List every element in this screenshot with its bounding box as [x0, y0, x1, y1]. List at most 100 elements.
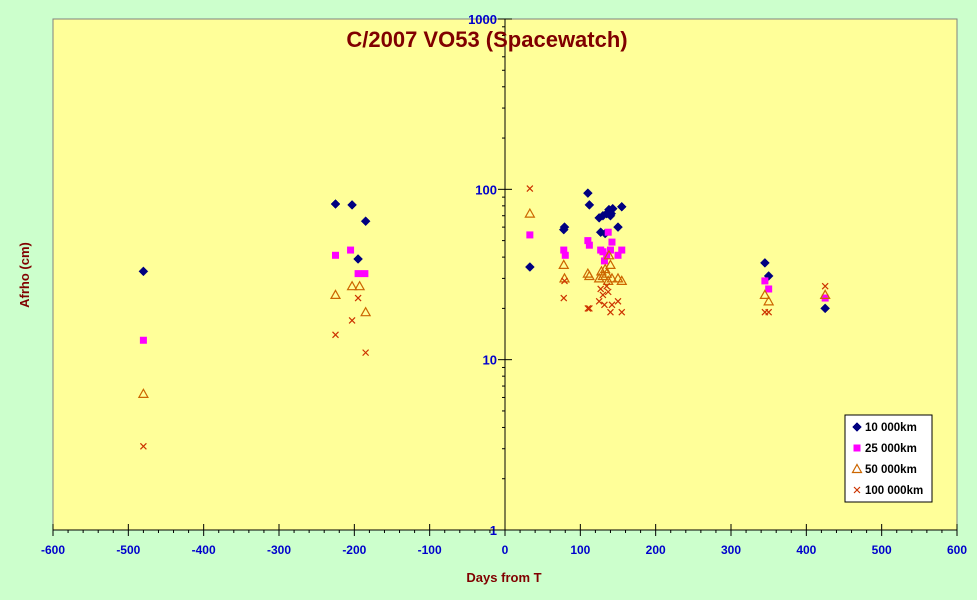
x-tick-label: 200 [646, 543, 666, 557]
legend-marker [852, 422, 862, 432]
diamond-point [330, 199, 341, 209]
x-tick-label: 0 [502, 543, 509, 557]
square-point [618, 246, 626, 254]
x-point [601, 301, 608, 309]
x-tick-label: 300 [721, 543, 741, 557]
x-point [607, 308, 614, 316]
triangle-point [606, 272, 618, 283]
x-tick-label: -600 [41, 543, 65, 557]
x-point [139, 442, 147, 450]
square-point [560, 246, 568, 254]
triangle-point [597, 270, 609, 281]
x-point [599, 291, 607, 299]
y-tick-label: 100 [475, 182, 497, 197]
x-tick-label: -200 [342, 543, 366, 557]
x-point [608, 301, 616, 309]
x-point [561, 277, 568, 285]
legend-entry-label: 10 000km [865, 422, 917, 434]
triangle-point [819, 289, 831, 300]
diamond-point [559, 222, 570, 232]
y-tick-label: 1000 [468, 12, 497, 27]
x-point [595, 297, 603, 305]
data-points [137, 185, 831, 450]
legend-marker [851, 463, 863, 474]
square-point [604, 228, 612, 236]
triangle-point [329, 289, 342, 300]
square-point [765, 285, 773, 293]
diamond-point [607, 203, 618, 214]
x-point [603, 282, 611, 290]
triangle-point [524, 207, 536, 218]
x-point [618, 308, 626, 316]
x-tick-label: -400 [192, 543, 216, 557]
diamond-point [616, 201, 627, 212]
square-point [608, 238, 616, 246]
square-point [585, 241, 593, 249]
legend-entry-label: 100 000km [865, 485, 923, 497]
triangle-point [583, 270, 595, 281]
x-point [585, 304, 593, 312]
x-point [604, 288, 612, 296]
diamond-point [353, 254, 363, 264]
triangle-point [346, 280, 358, 291]
square-point [361, 270, 369, 278]
x-point [348, 316, 356, 324]
chart-title: C/2007 VO53 (Spacewatch) [346, 27, 627, 52]
x-tick-label: 600 [947, 543, 967, 557]
series-100-000km [139, 185, 829, 450]
legend-marker [853, 444, 861, 452]
triangle-point [603, 249, 615, 260]
legend-marker [853, 486, 861, 494]
triangle-point [759, 289, 771, 300]
diamond-point [347, 200, 357, 210]
square-point [347, 246, 355, 254]
x-tick-label: -300 [267, 543, 291, 557]
diamond-point [360, 216, 371, 227]
series-10-000km [138, 188, 831, 314]
diamond-point [583, 188, 593, 198]
x-point [526, 185, 534, 193]
square-point [561, 251, 569, 259]
x-point [332, 331, 339, 339]
triangle-point [558, 259, 570, 270]
triangle-point [354, 280, 366, 291]
x-point [362, 349, 370, 357]
x-tick-label: 500 [872, 543, 892, 557]
legend-entry-label: 25 000km [865, 443, 917, 455]
square-point [614, 251, 622, 259]
triangle-point [604, 259, 616, 270]
diamond-point [820, 303, 831, 314]
diamond-point [525, 262, 535, 272]
triangle-point [137, 388, 149, 398]
legend-entry-label: 50 000km [865, 464, 917, 476]
y-axis-label: Afrho (cm) [17, 242, 32, 308]
square-point [354, 270, 362, 278]
square-point [139, 336, 147, 344]
x-tick-label: -500 [116, 543, 140, 557]
square-point [600, 257, 608, 265]
diamond-point [760, 258, 770, 268]
x-point [560, 294, 568, 302]
square-point [761, 277, 769, 285]
legend: 10 000km 25 000km 50 000km 100 000km [844, 414, 933, 503]
x-tick-label: 400 [796, 543, 816, 557]
triangle-point [360, 306, 372, 317]
square-point [599, 248, 607, 256]
square-point [606, 246, 614, 254]
triangle-point [601, 267, 613, 278]
y-tick-label: 10 [483, 353, 497, 368]
square-point [332, 251, 339, 259]
x-point [584, 304, 592, 312]
triangle-point [616, 275, 628, 286]
x-axis-label: Days from T [466, 570, 541, 585]
diamond-point [138, 266, 149, 277]
triangle-point [763, 295, 775, 306]
x-point [765, 308, 773, 316]
x-point [354, 294, 362, 302]
x-point [821, 282, 829, 290]
x-tick-label: -100 [418, 543, 442, 557]
x-tick-label: 100 [570, 543, 590, 557]
x-axis: -600 -500 -400 -300 -200 -100 0 100 200 300 400 500… [41, 524, 967, 557]
